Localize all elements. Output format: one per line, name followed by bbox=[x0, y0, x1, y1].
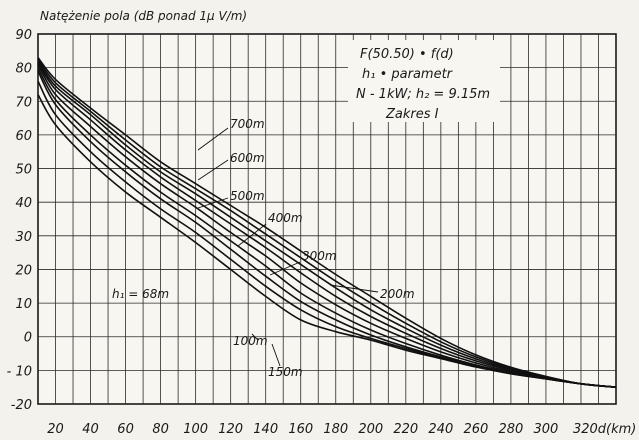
x-tick-label: 180 bbox=[323, 422, 348, 437]
series-label-600m: 600m bbox=[230, 151, 265, 165]
series-label-leader bbox=[237, 223, 267, 247]
x-tick-label: 160 bbox=[288, 422, 313, 437]
x-tick-label: 60 bbox=[117, 422, 134, 437]
y-tick-label: 50 bbox=[15, 163, 32, 178]
x-tick-label: 280 bbox=[498, 422, 523, 437]
x-tick-label: 120 bbox=[218, 422, 243, 437]
series-label-100m: 100m bbox=[233, 334, 268, 348]
legend-line-4: Zakres I bbox=[385, 107, 439, 122]
y-tick-label: 90 bbox=[15, 28, 32, 43]
x-tick-label: 300 bbox=[534, 422, 559, 437]
series-label-400m: 400m bbox=[268, 211, 303, 225]
series-line-500m bbox=[37, 60, 617, 388]
series-line-300m bbox=[37, 63, 617, 388]
series-line-400m bbox=[37, 62, 617, 388]
legend-line-3: N - 1kW; h₂ = 9.15m bbox=[356, 87, 490, 102]
y-tick-label: 80 bbox=[15, 62, 32, 77]
x-tick-label: 220 bbox=[393, 422, 418, 437]
y-tick-label: 30 bbox=[15, 230, 32, 245]
series-label-500m: 500m bbox=[230, 189, 265, 203]
y-axis-title: Natężenie pola (dB ponad 1μ V/m) bbox=[40, 9, 247, 23]
y-tick-label: -20 bbox=[11, 398, 32, 413]
series-line-200m bbox=[37, 67, 617, 388]
series-label-h-68m: h₁ = 68m bbox=[112, 287, 169, 301]
series-label-leader bbox=[197, 127, 229, 151]
legend-box: F(50.50) • f(d) h₁ • parametr N - 1kW; h… bbox=[348, 40, 500, 122]
series-label-leader bbox=[329, 284, 379, 293]
y-tick-label: - 10 bbox=[7, 364, 32, 379]
x-tick-label: 20 bbox=[47, 422, 64, 437]
x-tick-label: 140 bbox=[253, 422, 278, 437]
y-tick-label: 60 bbox=[15, 129, 32, 144]
series-label-leader bbox=[251, 333, 259, 341]
x-tick-label: 100 bbox=[183, 422, 208, 437]
series-label-leader bbox=[197, 159, 229, 181]
series-line-700m bbox=[37, 57, 617, 388]
series-label-300m: 300m bbox=[302, 249, 337, 263]
x-tick-label: 200 bbox=[358, 422, 383, 437]
x-tick-label: 320d(km) bbox=[573, 422, 636, 437]
series-label-700m: 700m bbox=[230, 117, 265, 131]
legend-line-2: h₁ • parametr bbox=[362, 67, 454, 82]
y-tick-label: 70 bbox=[15, 95, 32, 110]
y-tick-label: 0 bbox=[24, 331, 32, 346]
curves bbox=[37, 57, 617, 388]
legend-line-1: F(50.50) • f(d) bbox=[360, 47, 454, 62]
legend-background bbox=[348, 40, 500, 122]
x-tick-label: 40 bbox=[82, 422, 99, 437]
series-line-600m bbox=[37, 58, 617, 388]
series-label-150m: 150m bbox=[268, 365, 303, 379]
y-tick-label: 40 bbox=[15, 196, 32, 211]
series-label-leader bbox=[197, 197, 229, 209]
x-tick-label: 80 bbox=[152, 422, 169, 437]
y-tick-label: 10 bbox=[15, 297, 32, 312]
series-label-leader bbox=[269, 261, 301, 276]
plot-frame bbox=[37, 33, 617, 405]
x-tick-label: 240 bbox=[428, 422, 453, 437]
y-tick-label: 20 bbox=[15, 263, 32, 278]
series-label-leader bbox=[271, 343, 281, 367]
x-tick-label: 260 bbox=[463, 422, 488, 437]
series-label-200m: 200m bbox=[380, 287, 415, 301]
